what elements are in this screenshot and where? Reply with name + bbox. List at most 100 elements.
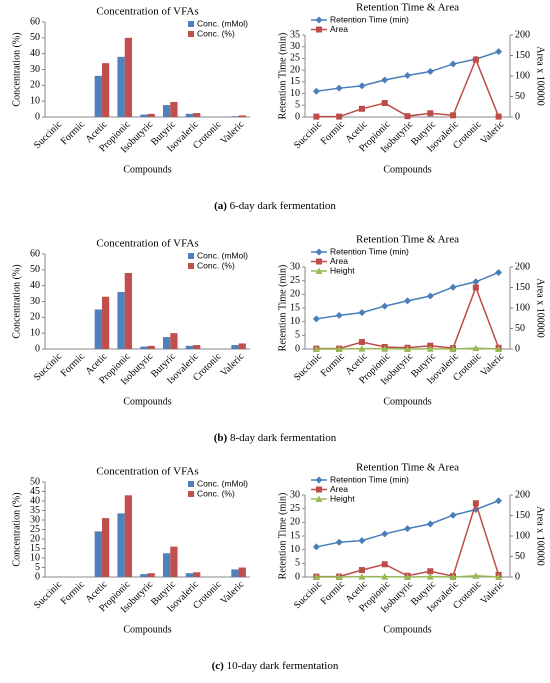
marker	[358, 537, 366, 545]
y2-tick-label: 0	[515, 571, 520, 582]
marker	[495, 345, 503, 352]
y-tick-label: 25	[30, 524, 40, 535]
bar	[162, 553, 171, 577]
y-tick-label: 30	[30, 64, 40, 75]
x-tick-label: Valeric	[479, 579, 507, 607]
legend-label: Area	[330, 256, 348, 266]
bar	[231, 569, 239, 577]
y2-tick-label: 150	[515, 510, 530, 521]
y-tick-label: 25	[290, 53, 300, 64]
marker	[404, 525, 411, 533]
bar	[231, 345, 239, 349]
x-tick-label: Succinic	[292, 119, 325, 152]
y-tick-label: 25	[290, 503, 300, 514]
y-tick-label: 30	[30, 296, 40, 307]
y-tick-label: 5	[295, 330, 300, 341]
legend-label: Retention Time (min)	[330, 14, 409, 24]
marker	[381, 345, 389, 352]
y-tick-label: 40	[30, 280, 40, 291]
legend-label: Conc. (%)	[197, 28, 235, 38]
bar	[117, 292, 125, 349]
chart-title: Concentration of VFAs	[96, 238, 198, 250]
marker	[495, 497, 503, 505]
marker	[426, 520, 434, 528]
y-axis-title: Retention Time (min)	[277, 33, 288, 120]
bar	[101, 518, 110, 577]
y2-axis-title: Area x 100000	[535, 278, 546, 337]
y-tick-label: 35	[30, 505, 40, 516]
bar	[101, 296, 110, 349]
marker	[358, 573, 366, 580]
y-tick-label: 45	[30, 486, 40, 497]
marker	[472, 284, 479, 291]
marker	[335, 84, 343, 92]
bar	[170, 546, 178, 577]
legend-swatch	[188, 31, 194, 37]
legend-marker	[315, 16, 323, 24]
y-tick-label: 10	[30, 327, 40, 338]
bar	[140, 574, 148, 577]
y-axis-title: Concentration (%)	[11, 492, 22, 566]
marker	[472, 56, 479, 63]
y2-axis-title: Area x 100000	[535, 506, 546, 565]
legend-label: Retention Time (min)	[330, 246, 409, 256]
marker	[404, 113, 411, 120]
legend-label: Conc. (%)	[197, 488, 235, 498]
marker	[381, 76, 389, 84]
marker	[358, 82, 366, 90]
y-tick-label: 30	[290, 489, 300, 500]
y-tick-label: 10	[30, 95, 40, 106]
y2-tick-label: 50	[515, 323, 525, 334]
y2-tick-label: 150	[515, 50, 530, 61]
bar	[117, 513, 125, 577]
marker	[427, 568, 434, 575]
y2-tick-label: 50	[515, 551, 525, 562]
bar	[94, 309, 102, 349]
y2-tick-label: 200	[515, 29, 530, 40]
x-tick-label: Valeric	[479, 119, 507, 147]
legend-label: Conc. (mMol)	[197, 250, 248, 260]
caption-text: 8-day dark fermentation	[230, 432, 337, 444]
chart-title: Concentration of VFAs	[96, 466, 198, 478]
marker	[427, 110, 434, 117]
legend-marker	[316, 258, 322, 265]
bar	[185, 345, 194, 349]
y-tick-label: 5	[35, 562, 40, 573]
marker	[449, 283, 457, 291]
bar	[147, 113, 155, 117]
x-axis-title: Compounds	[383, 164, 431, 175]
marker	[472, 344, 480, 352]
x-tick-label: Succinic	[292, 351, 325, 384]
x-tick-label: Succinic	[32, 351, 65, 384]
marker	[358, 567, 365, 574]
bar	[162, 105, 171, 117]
bar	[170, 333, 178, 349]
caption: (c) 10-day dark fermentation	[212, 660, 339, 672]
legend-label: Area	[330, 484, 348, 494]
marker	[381, 530, 389, 538]
marker	[381, 561, 388, 568]
x-tick-label: Formic	[319, 579, 348, 608]
marker	[312, 87, 320, 95]
bar	[162, 337, 171, 349]
bar	[185, 573, 194, 577]
marker	[358, 105, 365, 112]
chart-title: Retention Time & Area	[356, 234, 459, 246]
marker	[404, 573, 411, 580]
marker	[426, 292, 434, 300]
y-axis-title: Retention Time (min)	[277, 493, 288, 580]
y-axis-title: Retention Time (min)	[277, 265, 288, 352]
x-tick-label: Valeric	[479, 351, 507, 379]
y-tick-label: 10	[290, 88, 300, 99]
marker	[335, 538, 343, 546]
y-axis-title: Concentration (%)	[11, 32, 22, 106]
legend-label: Area	[330, 24, 348, 34]
marker	[312, 315, 320, 323]
marker	[495, 48, 503, 56]
legend-label: Conc. (%)	[197, 260, 235, 270]
x-tick-label: Valeric	[219, 579, 247, 607]
x-tick-label: Succinic	[32, 579, 65, 612]
bar	[147, 345, 155, 349]
y2-tick-label: 0	[515, 343, 520, 354]
y-tick-label: 15	[290, 530, 300, 541]
